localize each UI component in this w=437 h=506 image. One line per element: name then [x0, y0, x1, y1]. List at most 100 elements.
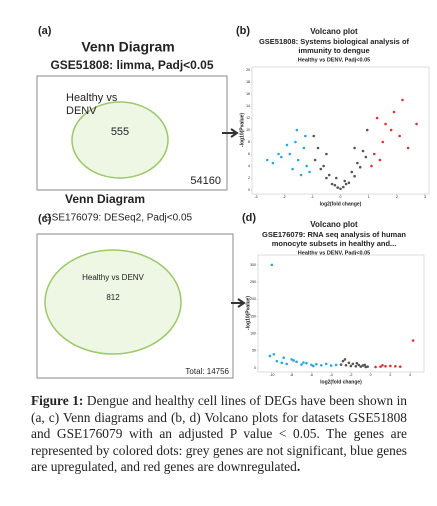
x-tick-label: 2	[389, 373, 391, 377]
point	[357, 363, 361, 367]
point	[302, 361, 305, 364]
point	[384, 364, 387, 368]
point	[288, 152, 292, 156]
y-tick-label: 20	[246, 68, 250, 72]
point	[280, 155, 283, 159]
venn-set-label: DENV	[66, 105, 97, 117]
caption-text: Dengue and healthy cell lines of DEGs ha…	[31, 393, 407, 474]
point	[349, 364, 353, 368]
panel-label: (a)	[38, 25, 52, 37]
point	[370, 164, 373, 168]
point	[364, 365, 367, 369]
venn-total: 54160	[190, 175, 221, 187]
point	[342, 185, 345, 189]
venn-count: 812	[106, 293, 120, 302]
chart-subtitle: GSE176079: RNA seq analysis of human	[262, 230, 406, 239]
y-tick-label: 18	[246, 80, 250, 84]
panel-label: (c)	[38, 213, 52, 225]
point	[336, 186, 339, 189]
point	[375, 116, 379, 120]
chart-comparison: Healthy vs DENV, Padj<0.05	[298, 250, 370, 256]
x-tick-label: -2	[349, 373, 352, 377]
y-tick-label: 150	[250, 314, 256, 318]
point	[389, 364, 392, 368]
point	[358, 165, 362, 169]
point	[308, 170, 311, 174]
point	[271, 161, 275, 165]
point	[339, 187, 342, 191]
venn-total: Total: 14756	[185, 367, 229, 376]
point	[333, 183, 337, 187]
point	[361, 364, 365, 367]
x-tick-label: -8	[290, 373, 293, 377]
point	[392, 110, 396, 114]
point	[303, 134, 307, 138]
point	[415, 122, 418, 126]
point	[411, 339, 415, 342]
point	[384, 122, 387, 126]
y-tick-label: 4	[248, 164, 250, 168]
y-tick-label: 12	[246, 116, 250, 120]
point	[389, 128, 393, 132]
point	[364, 155, 368, 159]
caption-label: Figure 1:	[31, 393, 84, 408]
point	[285, 362, 288, 366]
point	[282, 356, 286, 359]
venn-count: 555	[111, 126, 129, 138]
y-tick-label: 0	[254, 366, 256, 370]
point	[305, 164, 309, 168]
point	[381, 140, 385, 144]
venn-title: Venn Diagram	[81, 39, 174, 55]
point	[327, 173, 331, 177]
point	[325, 152, 328, 156]
point	[275, 359, 279, 363]
point	[334, 176, 338, 180]
point	[366, 365, 369, 368]
point	[277, 152, 280, 156]
x-tick-label: 2	[396, 195, 398, 199]
point	[285, 143, 289, 147]
point	[365, 128, 369, 132]
point	[291, 167, 294, 171]
point	[355, 361, 359, 365]
point	[343, 358, 347, 361]
y-tick-label: 8	[248, 140, 250, 144]
y-axis-label: -log10(Pvalue)	[239, 113, 245, 148]
arrow	[231, 298, 246, 308]
point	[406, 146, 410, 150]
point	[353, 174, 356, 178]
point	[312, 364, 315, 368]
point	[270, 263, 274, 267]
y-tick-label: 100	[250, 332, 256, 336]
point	[300, 363, 303, 366]
y-tick-label: 6	[248, 152, 250, 156]
arrow	[222, 128, 239, 138]
chart-title: Volcano plot	[310, 220, 358, 229]
venn-set-label: Healthy vs DENV	[82, 273, 144, 282]
caption: Figure 1: Dengue and healthy cell lines …	[31, 393, 407, 476]
venn-set	[71, 101, 169, 179]
x-tick-label: -10	[269, 373, 274, 377]
venn-total-value: 14756	[207, 367, 230, 376]
x-tick-label: 4	[409, 373, 411, 377]
point	[343, 179, 347, 183]
y-axis-label: -log10(Pvalue)	[245, 296, 251, 331]
point	[381, 363, 384, 367]
figure: (a) (b) (c) (d) Venn Diagram GSE51808: l…	[36, 25, 430, 385]
point	[347, 361, 351, 365]
point	[378, 158, 382, 162]
x-tick-label: -4	[330, 373, 333, 377]
point	[374, 365, 377, 369]
point	[351, 362, 355, 366]
x-axis-label: log2(fold change)	[320, 201, 362, 207]
point	[353, 146, 356, 150]
y-tick-label: 14	[246, 104, 250, 108]
point	[290, 358, 293, 361]
point	[363, 363, 367, 367]
x-axis-label: log2(fold change)	[320, 379, 362, 385]
y-tick-label: 200	[250, 297, 256, 301]
venn-subtitle: GSE51808: limma, Padj<0.05	[50, 58, 213, 72]
y-tick-label: 250	[250, 280, 256, 284]
point	[322, 164, 325, 168]
point	[312, 134, 316, 138]
